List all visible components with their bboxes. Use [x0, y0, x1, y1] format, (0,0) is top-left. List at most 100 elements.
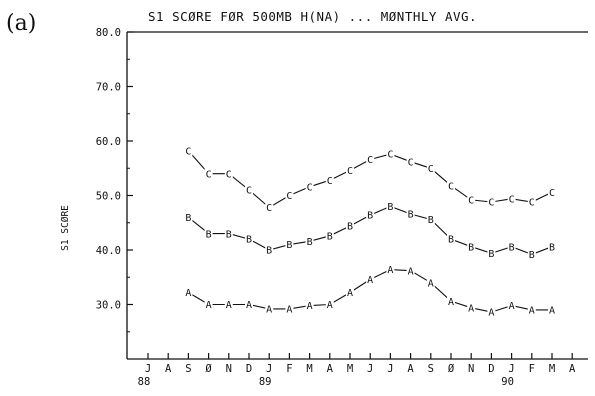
data-point: A — [327, 300, 333, 311]
data-point: B — [286, 240, 292, 251]
marker-bg — [184, 286, 193, 298]
x-tick-label: M — [549, 363, 555, 375]
marker-bg — [325, 174, 334, 186]
data-point: B — [206, 229, 212, 240]
data-point: C — [266, 203, 272, 214]
marker-bg — [426, 162, 435, 174]
data-point: C — [549, 188, 555, 199]
marker-bg — [527, 303, 536, 315]
data-point: A — [185, 288, 191, 299]
x-tick-label: N — [468, 363, 474, 375]
marker-bg — [386, 148, 395, 160]
data-point: C — [408, 157, 414, 168]
data-point: A — [468, 303, 474, 314]
axis-ticks: 30.0 40.0 50.0 60.0 70.0 80.0 J A S Ø N D J F M A M J J A S Ø… — [96, 27, 576, 388]
data-point: B — [367, 211, 373, 222]
data-point: B — [246, 235, 252, 246]
marker-bg — [224, 298, 233, 310]
marker-bg — [507, 192, 516, 204]
marker-bg — [467, 240, 476, 252]
data-point: A — [226, 300, 232, 311]
marker-bg — [507, 240, 516, 252]
marker-bg — [467, 193, 476, 205]
data-point: B — [468, 242, 474, 253]
chart-title: S1 SCØRE FØR 500MB H(NA) ... MØNTHLY AVG… — [148, 9, 477, 24]
data-point: A — [286, 304, 292, 315]
y-tick-label: 70.0 — [96, 82, 121, 94]
x-year-label: 88 — [138, 376, 151, 388]
marker-bg — [366, 209, 375, 221]
marker-bg — [527, 196, 536, 208]
marker-bg — [487, 196, 496, 208]
data-point: B — [266, 246, 272, 257]
marker-bg — [184, 144, 193, 156]
x-tick-label: S — [428, 363, 434, 375]
x-tick-label: D — [488, 363, 494, 375]
data-point: C — [428, 164, 434, 175]
data-point: C — [367, 155, 373, 166]
data-point: B — [488, 249, 494, 260]
marker-bg — [265, 244, 274, 255]
data-point: C — [286, 191, 292, 202]
series-A: A A A A A A A A A A A A A A A A A A A — [184, 263, 556, 319]
y-tick-label: 30.0 — [96, 300, 121, 312]
marker-bg — [426, 213, 435, 225]
data-point: B — [387, 202, 393, 213]
marker-bg — [346, 164, 354, 176]
x-tick-label: J — [145, 363, 151, 375]
data-point: A — [408, 266, 414, 277]
data-point: C — [387, 150, 393, 161]
marker-bg — [224, 227, 233, 239]
x-tick-label: F — [286, 363, 292, 375]
marker-bg — [245, 184, 253, 196]
marker-bg — [406, 208, 415, 220]
marker-bg — [305, 299, 314, 311]
marker-bg — [447, 233, 455, 245]
series-C: C C C C C C C C C C C C C C C C C C C — [184, 144, 556, 214]
marker-bg — [325, 298, 334, 310]
marker-bg — [204, 227, 213, 239]
marker-bg — [305, 235, 314, 247]
x-tick-label: Ø — [205, 363, 212, 375]
marker-bg — [285, 238, 294, 250]
marker-bg — [527, 248, 536, 260]
marker-bg — [447, 179, 455, 191]
x-tick-label: J — [508, 363, 514, 375]
x-tick-label: J — [387, 363, 393, 375]
panel-label: (a) — [6, 11, 36, 36]
marker-bg — [548, 240, 556, 252]
x-tick-label: Ø — [448, 363, 455, 375]
x-year-label: 90 — [501, 376, 514, 388]
x-tick-label: M — [347, 363, 353, 375]
marker-bg — [487, 306, 496, 318]
data-point: A — [347, 288, 353, 299]
x-tick-label: J — [367, 363, 373, 375]
x-tick-label: M — [306, 363, 312, 375]
data-point: A — [509, 301, 515, 312]
y-tick-label: 80.0 — [96, 27, 121, 39]
marker-bg — [285, 302, 294, 314]
y-axis-label: S1 SCØRE — [60, 205, 71, 251]
marker-bg — [204, 167, 213, 179]
marker-bg — [325, 229, 334, 241]
data-point: A — [529, 306, 535, 317]
marker-bg — [245, 233, 253, 245]
y-tick-label: 50.0 — [96, 191, 121, 203]
x-tick-label: D — [246, 363, 252, 375]
x-tick-label: A — [407, 363, 414, 375]
data-point: C — [206, 169, 212, 180]
data-point: A — [307, 301, 313, 312]
data-point: C — [246, 186, 252, 197]
x-year-label: 89 — [259, 376, 272, 388]
data-point: C — [529, 198, 535, 209]
marker-bg — [305, 180, 314, 192]
data-point: B — [428, 215, 434, 226]
data-point: A — [206, 300, 212, 311]
y-tick-label: 40.0 — [96, 245, 121, 257]
marker-bg — [548, 303, 556, 315]
data-point: B — [549, 242, 555, 253]
data-point: B — [448, 235, 454, 246]
marker-bg — [467, 301, 476, 313]
data-point: A — [549, 306, 555, 317]
